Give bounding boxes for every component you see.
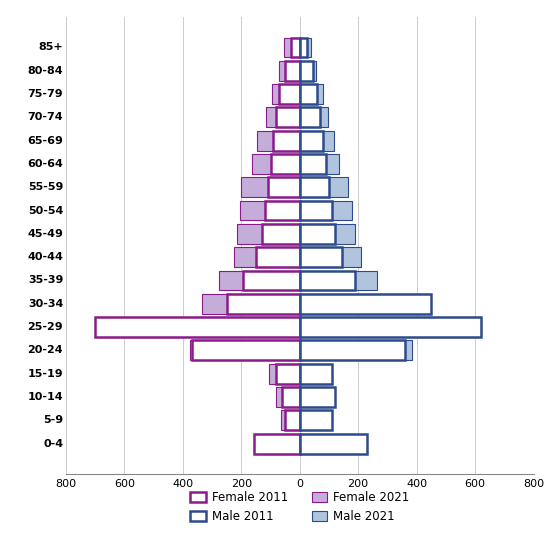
Bar (300, 434, 367, 454)
Bar (300, 177, 348, 197)
Bar (234, 247, 300, 267)
Bar (300, 61, 313, 81)
Bar (95, 317, 300, 337)
Bar (300, 131, 334, 151)
Bar (300, 201, 332, 220)
Bar (190, 340, 300, 360)
Bar (300, 224, 335, 244)
Bar (300, 387, 326, 407)
Bar (300, 131, 323, 151)
Bar (300, 410, 323, 430)
Bar (300, 294, 421, 314)
Bar (257, 131, 300, 151)
Bar (273, 131, 300, 151)
Bar (243, 271, 300, 290)
Bar (285, 410, 300, 430)
Bar (276, 108, 300, 127)
Bar (300, 247, 342, 267)
Bar (255, 434, 300, 454)
Bar (300, 201, 352, 220)
Bar (300, 364, 327, 383)
Bar (300, 410, 332, 430)
Bar (300, 177, 329, 197)
Bar (262, 224, 300, 244)
Bar (284, 37, 300, 57)
Bar (300, 108, 320, 127)
Bar (240, 201, 300, 220)
Bar (300, 317, 480, 337)
Bar (262, 434, 300, 454)
Bar (268, 177, 300, 197)
Bar (300, 61, 316, 81)
Bar (300, 387, 335, 407)
Bar (276, 364, 300, 383)
Bar (300, 84, 322, 104)
Bar (300, 154, 339, 174)
Bar (266, 108, 300, 127)
Bar (300, 271, 355, 290)
Bar (241, 177, 300, 197)
Bar (300, 224, 355, 244)
Bar (300, 340, 405, 360)
Bar (300, 37, 311, 57)
Bar (300, 108, 327, 127)
Bar (300, 294, 431, 314)
Bar (276, 387, 300, 407)
Bar (300, 364, 332, 383)
Bar (279, 61, 300, 81)
Bar (279, 84, 300, 104)
Legend: Female 2011, Male 2011, Female 2021, Male 2021: Female 2011, Male 2011, Female 2021, Mal… (186, 487, 414, 528)
Bar (291, 37, 300, 57)
Bar (202, 294, 300, 314)
Bar (300, 247, 361, 267)
Bar (191, 340, 300, 360)
Bar (271, 154, 300, 174)
Bar (272, 84, 300, 104)
Bar (269, 364, 300, 383)
Bar (227, 294, 300, 314)
Bar (265, 201, 300, 220)
Bar (285, 61, 300, 81)
Bar (282, 387, 300, 407)
Bar (219, 271, 300, 290)
Bar (300, 317, 481, 337)
Bar (300, 154, 326, 174)
Bar (300, 271, 377, 290)
Bar (300, 340, 412, 360)
Bar (300, 37, 307, 57)
Bar (251, 154, 300, 174)
Bar (280, 410, 300, 430)
Bar (256, 247, 300, 267)
Bar (300, 434, 358, 454)
Bar (237, 224, 300, 244)
Bar (300, 84, 317, 104)
Bar (101, 317, 300, 337)
